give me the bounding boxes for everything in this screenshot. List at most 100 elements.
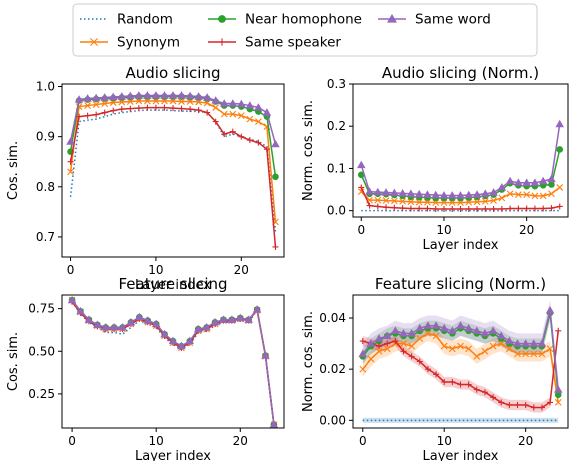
band-same-speaker — [362, 325, 559, 413]
point-synonym — [514, 191, 522, 199]
point-same-word — [366, 339, 376, 347]
point-same-word — [381, 188, 391, 196]
x-tick-label: 0 — [359, 434, 367, 448]
point-same-word — [497, 183, 507, 191]
point-same-speaker — [540, 205, 547, 212]
point-same-word — [219, 99, 229, 107]
point-same-word — [391, 326, 400, 334]
y-tick-label: 0.02 — [319, 362, 346, 376]
point-same-speaker — [144, 104, 151, 111]
point-same-word — [269, 420, 279, 428]
point-synonym — [531, 192, 539, 200]
point-same-speaker — [170, 105, 176, 112]
y-tick-label: 0.2 — [327, 119, 346, 133]
point-synonym — [432, 332, 440, 340]
point-same-word — [126, 91, 135, 100]
point-same-word — [108, 92, 118, 101]
point-same-word — [244, 315, 253, 323]
x-tick-label: 20 — [234, 263, 249, 277]
point-same-word — [91, 93, 101, 102]
point-synonym — [465, 345, 473, 353]
point-same-word — [210, 317, 220, 326]
point-same-word — [513, 339, 522, 347]
point-same-word — [382, 331, 392, 340]
x-tick-label: 20 — [519, 223, 534, 237]
point-same-speaker — [457, 381, 464, 388]
y-axis-label: Cos. sim. — [6, 332, 21, 391]
point-synonym — [367, 355, 375, 363]
y-tick-label: 0.0 — [327, 204, 346, 218]
point-same-word — [84, 315, 94, 323]
point-same-speaker — [110, 107, 117, 114]
point-same-word — [135, 312, 144, 321]
point-same-speaker — [76, 113, 83, 120]
point-same-speaker — [384, 340, 391, 347]
point-same-speaker — [358, 184, 365, 191]
chart-title: Audio slicing — [126, 64, 221, 82]
legend-frame — [72, 3, 538, 57]
point-same-speaker — [407, 205, 414, 212]
point-same-word — [488, 326, 498, 334]
point-same-word — [211, 96, 220, 104]
point-synonym — [548, 190, 555, 198]
point-same-speaker — [359, 338, 366, 345]
point-same-word — [529, 339, 539, 347]
point-same-speaker — [246, 137, 253, 144]
legend-same-speaker-label: Same speaker — [245, 35, 341, 51]
point-same-word — [100, 93, 109, 101]
x-tick-label: 10 — [149, 434, 164, 448]
point-same-speaker — [255, 139, 262, 146]
x-tick-label: 20 — [518, 434, 533, 448]
point-synonym — [357, 188, 365, 196]
point-same-word — [555, 119, 564, 128]
point-synonym — [101, 100, 109, 107]
point-same-speaker — [531, 205, 538, 212]
point-same-word — [160, 91, 169, 99]
point-same-word — [160, 329, 169, 338]
point-same-word — [271, 139, 280, 148]
point-same-speaker — [490, 205, 497, 212]
point-same-word — [219, 315, 228, 323]
point-same-speaker — [482, 205, 489, 212]
x-tick-label: 0 — [357, 223, 365, 237]
point-same-speaker — [376, 343, 383, 350]
point-same-word — [236, 313, 245, 322]
point-same-speaker — [178, 105, 185, 112]
panel-feature-slicing-norm: 0 10 20 0.00 0.02 0.04 Feature slicing (Norm.)… — [301, 275, 569, 461]
point-same-speaker — [498, 205, 505, 212]
point-synonym — [212, 104, 220, 111]
point-same-speaker — [383, 204, 390, 211]
point-same-word — [168, 91, 178, 99]
y-tick-label: 1.0 — [36, 80, 55, 94]
point-same-word — [415, 323, 425, 332]
point-same-speaker — [84, 112, 91, 119]
point-same-speaker — [221, 131, 228, 138]
point-synonym — [424, 198, 431, 206]
axes-frame — [61, 294, 285, 429]
point-same-speaker — [118, 106, 125, 113]
point-synonym — [473, 352, 481, 360]
point-same-speaker — [424, 366, 431, 373]
point-same-word — [480, 329, 490, 337]
chart-title: Feature slicing (Norm.) — [375, 275, 546, 293]
point-same-word — [168, 336, 178, 345]
point-same-speaker — [432, 205, 439, 212]
point-same-speaker — [556, 203, 563, 210]
point-synonym — [497, 340, 505, 347]
point-synonym — [390, 197, 398, 205]
point-same-speaker — [440, 205, 447, 212]
point-same-speaker — [530, 404, 537, 411]
point-same-word — [398, 189, 407, 197]
x-tick-label: 0 — [67, 263, 75, 277]
point-synonym — [556, 184, 564, 191]
point-same-speaker — [416, 205, 423, 212]
point-same-speaker — [229, 128, 236, 135]
legend-same-word-marker — [386, 13, 398, 23]
point-same-word — [481, 189, 490, 197]
point-same-word — [472, 326, 482, 334]
point-synonym — [400, 340, 407, 347]
point-same-speaker — [195, 107, 202, 114]
point-same-word — [496, 331, 506, 340]
point-synonym — [448, 345, 456, 353]
chart-title: Audio slicing (Norm.) — [382, 64, 539, 82]
